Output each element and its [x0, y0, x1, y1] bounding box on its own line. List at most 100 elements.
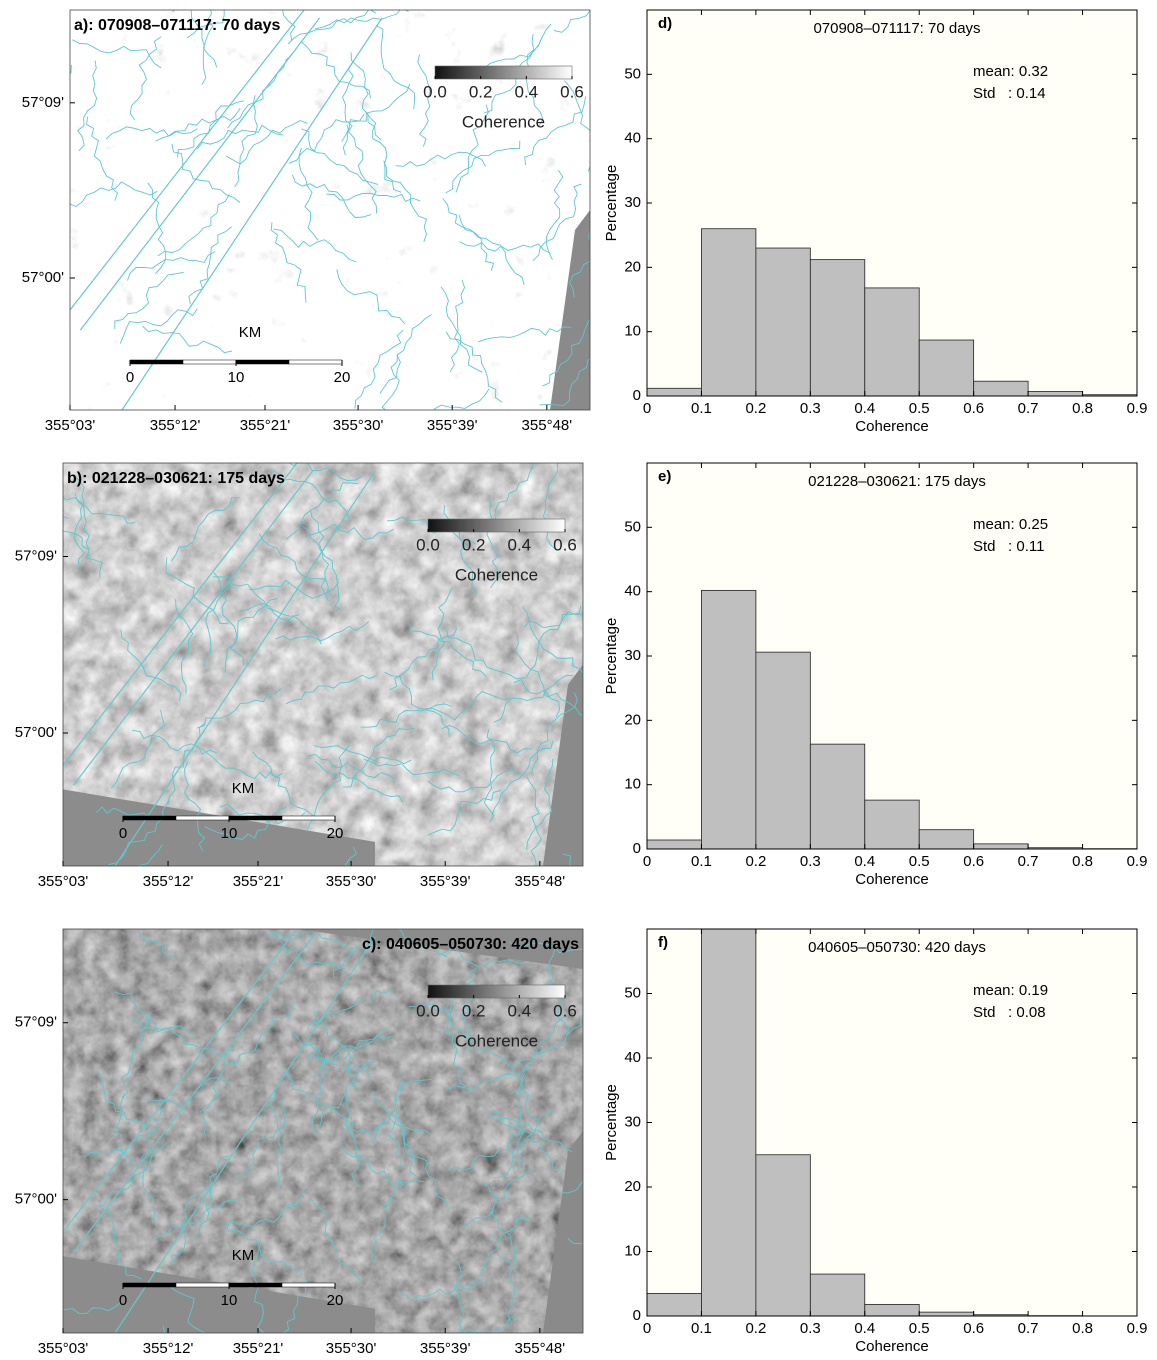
contour — [63, 1301, 122, 1314]
bar — [973, 380, 1029, 397]
contour — [522, 606, 583, 674]
x-tick-label: 355°48' — [515, 1340, 566, 1357]
colorbar-tick-label: 0.4 — [508, 1001, 532, 1020]
x-tick-label: 355°03' — [38, 873, 89, 890]
x-tick-label: 0.7 — [1018, 853, 1039, 870]
no-data — [297, 929, 583, 969]
y-tick-label: 57°09' — [15, 547, 57, 564]
contour — [417, 54, 431, 147]
contour — [553, 10, 590, 33]
contour — [491, 463, 534, 525]
x-tick-label: 0.4 — [854, 1320, 875, 1337]
contour — [202, 10, 218, 68]
no-data — [63, 1256, 375, 1333]
contour — [300, 41, 371, 99]
scale-segment — [281, 1282, 336, 1288]
x-tick-label: 0.9 — [1127, 853, 1148, 870]
bar — [864, 799, 920, 850]
contour — [460, 967, 477, 1053]
contour — [196, 687, 282, 729]
x-axis-label: Coherence — [855, 418, 928, 435]
contour — [199, 1047, 234, 1135]
fault-line — [114, 936, 376, 1333]
colorbar-tick-label: 0.0 — [416, 535, 440, 554]
x-tick-label: 0.8 — [1072, 400, 1093, 417]
scale-label: KM — [232, 1247, 255, 1264]
map — [63, 929, 583, 1333]
contour — [155, 107, 241, 142]
contour — [313, 745, 412, 765]
contour — [186, 10, 225, 39]
contour — [114, 991, 195, 1036]
panel-label: d) — [658, 15, 672, 32]
contour — [301, 128, 379, 185]
contour — [480, 1182, 517, 1268]
map-frame — [62, 928, 584, 1334]
annotation: Std : 0.14 — [973, 85, 1046, 102]
contour — [563, 80, 590, 172]
x-tick-label: 355°03' — [45, 417, 96, 434]
bar — [646, 387, 702, 397]
contour — [427, 769, 520, 793]
y-tick-label: 57°09' — [22, 94, 64, 111]
contour — [395, 151, 486, 167]
y-tick-label: 57°00' — [22, 269, 64, 286]
bar — [864, 287, 920, 397]
contour — [170, 497, 240, 562]
bar — [1027, 391, 1083, 397]
contour — [449, 279, 465, 372]
contour — [197, 124, 284, 150]
bar — [646, 1293, 702, 1317]
bar — [809, 743, 866, 850]
contour — [282, 10, 296, 42]
contour — [97, 1070, 162, 1139]
x-tick-label: 0.2 — [745, 853, 766, 870]
contour — [108, 796, 171, 866]
contour — [239, 602, 322, 645]
fault-line — [63, 463, 298, 766]
sea — [543, 664, 583, 866]
x-tick-label: 355°12' — [143, 1340, 194, 1357]
scale-segment — [122, 1282, 177, 1288]
x-tick-label: 0.4 — [854, 853, 875, 870]
y-tick-label: 20 — [624, 258, 641, 275]
contour — [70, 181, 158, 208]
contour — [120, 1012, 152, 1098]
contour — [387, 1076, 404, 1167]
sea — [550, 210, 590, 410]
scale-tick-label: 10 — [221, 825, 238, 842]
contour — [383, 160, 428, 243]
contour — [287, 10, 377, 45]
contour — [310, 1041, 327, 1134]
x-tick-label: 0.1 — [691, 400, 712, 417]
contour — [513, 679, 583, 717]
contour — [459, 241, 551, 254]
contour — [165, 557, 229, 625]
contour — [384, 671, 450, 738]
contour — [291, 174, 372, 218]
contour — [493, 674, 574, 723]
contour — [72, 39, 162, 69]
y-axis-label: Percentage — [603, 618, 620, 695]
contour — [431, 587, 453, 680]
contour — [234, 95, 258, 188]
contour — [341, 1146, 424, 1185]
contour — [493, 1109, 562, 1171]
annotation: mean: 0.25 — [973, 516, 1048, 533]
contour — [127, 251, 216, 281]
contour — [370, 1178, 403, 1268]
map-title: a): 070908–071117: 70 days — [74, 17, 281, 34]
contour — [311, 1198, 363, 1283]
contour — [514, 635, 560, 718]
contour — [114, 271, 184, 329]
contour — [166, 1282, 207, 1333]
contour — [288, 463, 363, 481]
x-tick-label: 0.8 — [1072, 1320, 1093, 1337]
y-tick-label: 30 — [624, 1113, 641, 1130]
y-tick-label: 20 — [624, 1178, 641, 1195]
x-tick-label: 0.2 — [745, 1320, 766, 1337]
x-tick-label: 355°39' — [427, 417, 478, 434]
contour — [364, 110, 402, 193]
contour — [403, 1127, 449, 1207]
contour — [526, 758, 554, 850]
